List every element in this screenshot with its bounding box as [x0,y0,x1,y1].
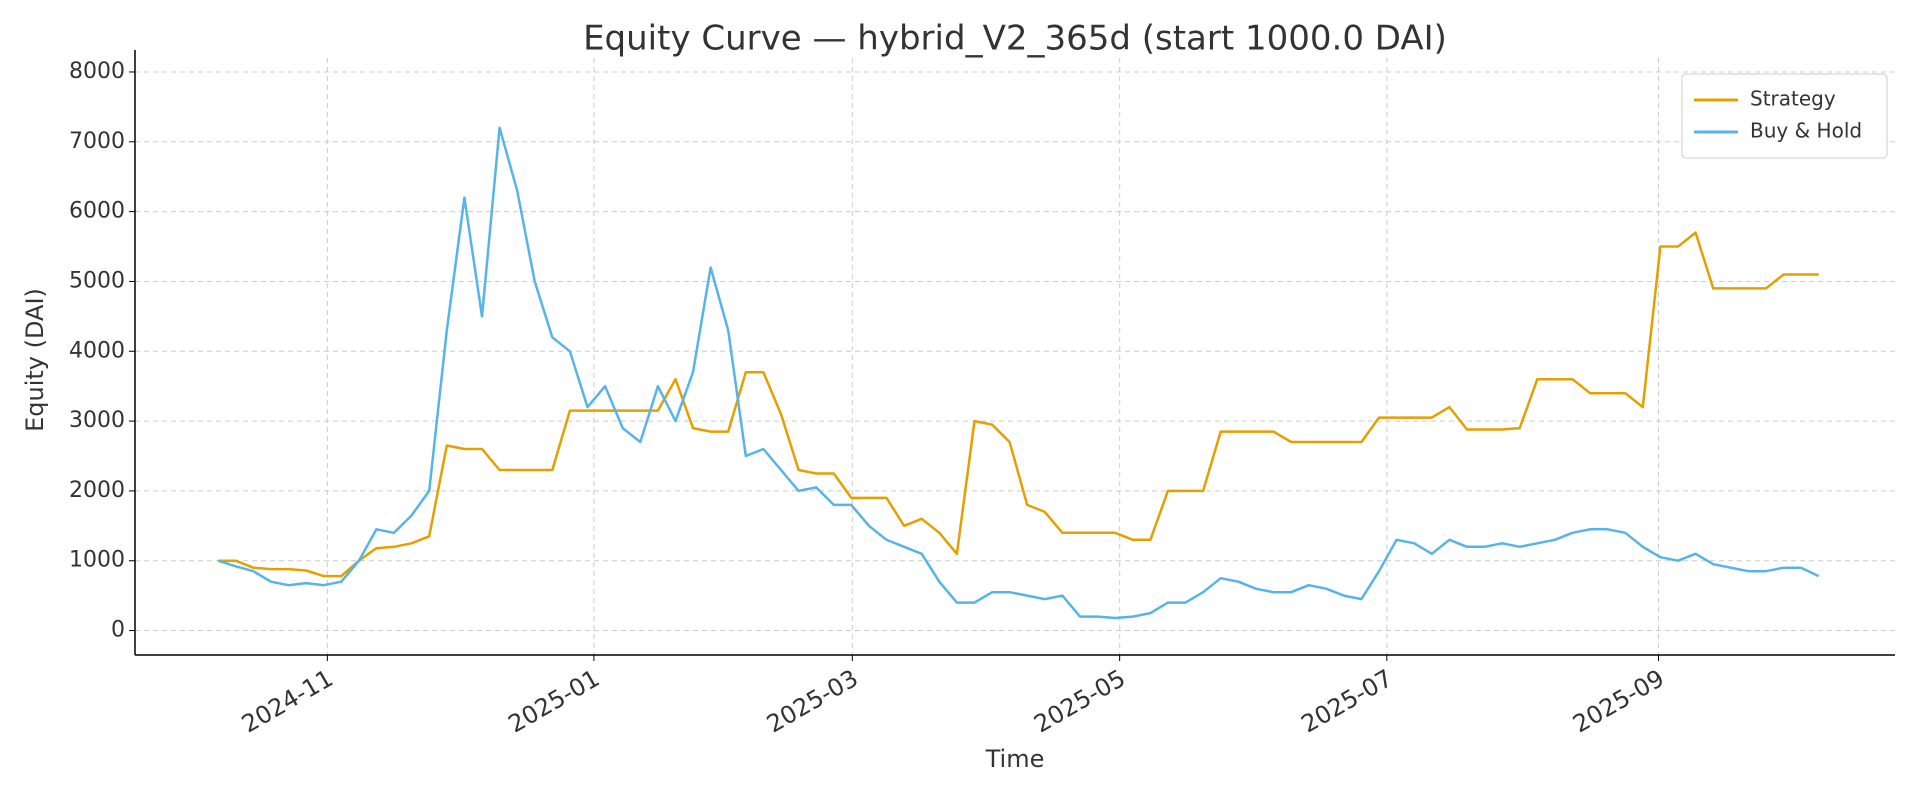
y-tick-label: 7000 [69,129,125,154]
y-tick-label: 5000 [69,268,125,293]
legend: Strategy Buy & Hold [1681,73,1888,159]
y-tick-label: 1000 [69,548,125,573]
legend-box [1681,73,1888,159]
x-axis-label: Time [985,745,1045,773]
y-tick-label: 0 [111,618,125,643]
chart-title: Equity Curve — hybrid_V2_365d (start 100… [583,19,1447,59]
series-line [217,126,1820,620]
y-tick-label: 8000 [69,59,125,84]
legend-label: Strategy [1750,87,1836,111]
y-tick-label: 6000 [69,199,125,224]
y-tick-label: 2000 [69,478,125,503]
y-tick-label: 4000 [69,338,125,363]
series-line [218,231,1819,578]
y-tick-label: 3000 [69,408,125,433]
legend-label: Buy & Hold [1750,119,1862,143]
y-axis-label: Equity (DAI) [21,288,49,432]
